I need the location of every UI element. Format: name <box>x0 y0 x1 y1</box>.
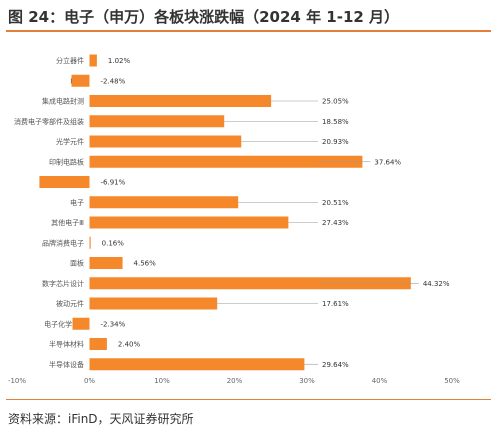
category-label: 品牌消费电子 <box>42 238 84 247</box>
x-tick-label: -10% <box>8 377 26 385</box>
bar <box>89 358 305 371</box>
bar <box>89 297 218 310</box>
bar <box>89 115 225 128</box>
value-label: 0.16% <box>102 239 125 247</box>
bar <box>39 176 90 188</box>
value-label: 20.93% <box>322 138 349 146</box>
bar <box>89 338 107 350</box>
bar <box>89 257 123 269</box>
source-divider <box>6 399 491 400</box>
category-label: 数字芯片设计 <box>42 279 84 288</box>
x-axis: -10% 0% 10% 20% 30% 40% 50% <box>8 377 460 385</box>
value-label: 20.51% <box>322 199 349 207</box>
x-tick-label: 50% <box>444 377 460 385</box>
category-label: 集成电路封测 <box>42 97 84 106</box>
value-label: 2.40% <box>118 341 141 349</box>
value-label: 1.02% <box>108 57 131 65</box>
x-tick-label: 0% <box>84 377 95 385</box>
category-label: 光学元件 <box>56 137 84 146</box>
value-label: 44.32% <box>423 280 450 288</box>
value-label: 18.58% <box>322 118 349 126</box>
bar <box>89 155 363 168</box>
bar <box>89 236 91 249</box>
bar <box>89 54 97 67</box>
bar <box>89 135 242 148</box>
title-divider <box>6 30 491 32</box>
category-label: 半导体材料 <box>49 340 84 349</box>
x-tick-label: 40% <box>372 377 388 385</box>
category-label: 半导体设备 <box>49 360 84 369</box>
category-label: 被动元件 <box>56 299 84 308</box>
value-label: 29.64% <box>322 361 349 369</box>
category-label: 消费电子零部件及组装 <box>14 117 84 126</box>
bar <box>72 317 90 330</box>
value-label: 17.61% <box>322 300 349 308</box>
category-label: 印制电路板 <box>49 157 84 166</box>
category-label: 电子化学品Ⅲ <box>44 319 84 328</box>
category-label: 面板 <box>70 259 84 268</box>
source-note: 资料来源：iFinD，天风证券研究所 <box>8 412 194 426</box>
value-label: 25.05% <box>322 98 349 106</box>
x-tick-label: 20% <box>227 377 243 385</box>
value-label: -6.91% <box>101 179 126 187</box>
value-label: 27.43% <box>322 219 349 227</box>
category-label: 分立器件 <box>56 56 84 65</box>
bar <box>89 95 272 107</box>
category-label: 电子 <box>70 198 84 207</box>
x-tick-label: 10% <box>154 377 170 385</box>
bar <box>89 196 239 209</box>
figure-title: 图 24：电子（申万）各板块涨跌幅（2024 年 1-12 月） <box>8 8 400 26</box>
value-label: -2.34% <box>101 320 126 328</box>
value-label: 4.56% <box>134 260 157 268</box>
bar <box>89 277 411 290</box>
bar <box>71 74 90 87</box>
x-tick-label: 30% <box>299 377 315 385</box>
bar <box>89 216 289 229</box>
category-label: 其他电子Ⅲ <box>51 218 84 227</box>
bar-series: 分立器件1.02%LED-2.48%集成电路封测25.05%消费电子零部件及组装… <box>14 54 450 371</box>
value-label: -2.48% <box>101 77 126 85</box>
value-label: 37.64% <box>374 158 401 166</box>
